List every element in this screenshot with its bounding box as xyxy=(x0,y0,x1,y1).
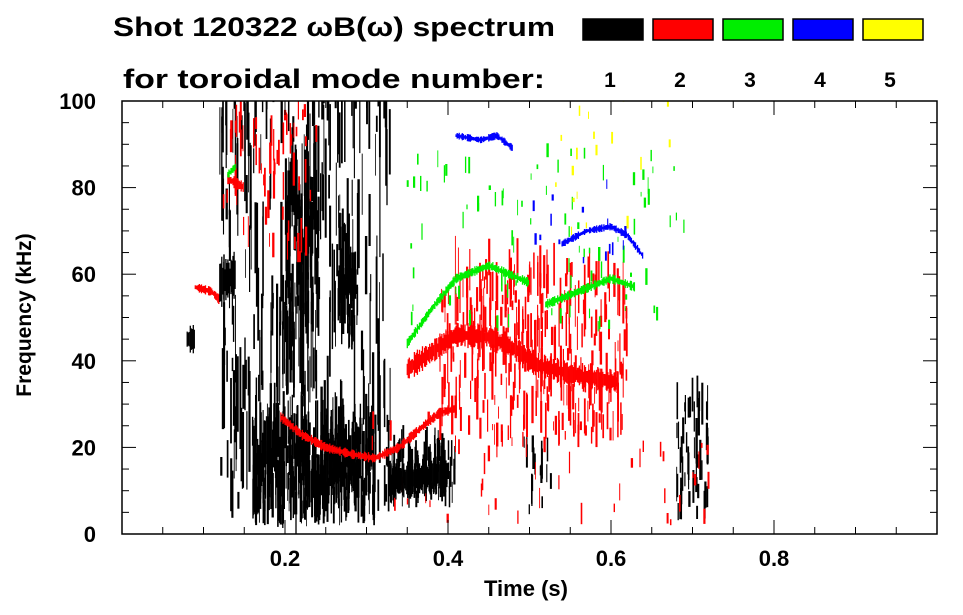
x-tick-label: 0.4 xyxy=(433,546,464,571)
x-tick-label: 0.6 xyxy=(596,546,627,571)
legend-label-mode-5: 5 xyxy=(884,69,896,92)
y-tick-label: 0 xyxy=(84,522,96,547)
spectrogram-marks xyxy=(186,101,710,534)
legend-label-mode-2: 2 xyxy=(674,69,686,92)
x-tick-label: 0.8 xyxy=(759,546,790,571)
y-tick-label: 40 xyxy=(72,349,96,374)
y-axis-label: Frequency (kHz) xyxy=(13,233,36,396)
chart-title: Shot 120322 ωB(ω) spectrum xyxy=(113,12,555,42)
y-tick-label: 100 xyxy=(59,89,96,114)
y-tick-label: 60 xyxy=(72,262,96,287)
legend-swatch-mode-1 xyxy=(582,18,644,41)
legend-label-mode-1: 1 xyxy=(604,69,616,92)
x-tick-label: 0.2 xyxy=(270,546,301,571)
legend-swatch-mode-5 xyxy=(862,18,924,41)
legend-swatch-mode-3 xyxy=(722,18,784,41)
legend: 1 2 3 4 5 xyxy=(582,18,924,92)
legend-label-mode-4: 4 xyxy=(814,69,826,92)
legend-swatch-mode-4 xyxy=(792,18,854,41)
axes: 0 20 40 60 80 100 0.2 0.4 0.6 0.8 xyxy=(59,89,938,571)
x-axis-label: Time (s) xyxy=(484,576,568,601)
legend-label-mode-3: 3 xyxy=(744,69,756,92)
legend-title: for toroidal mode number: xyxy=(123,64,545,94)
legend-swatch-mode-2 xyxy=(652,18,714,41)
y-tick-label: 20 xyxy=(72,435,96,460)
y-tick-label: 80 xyxy=(72,176,96,201)
